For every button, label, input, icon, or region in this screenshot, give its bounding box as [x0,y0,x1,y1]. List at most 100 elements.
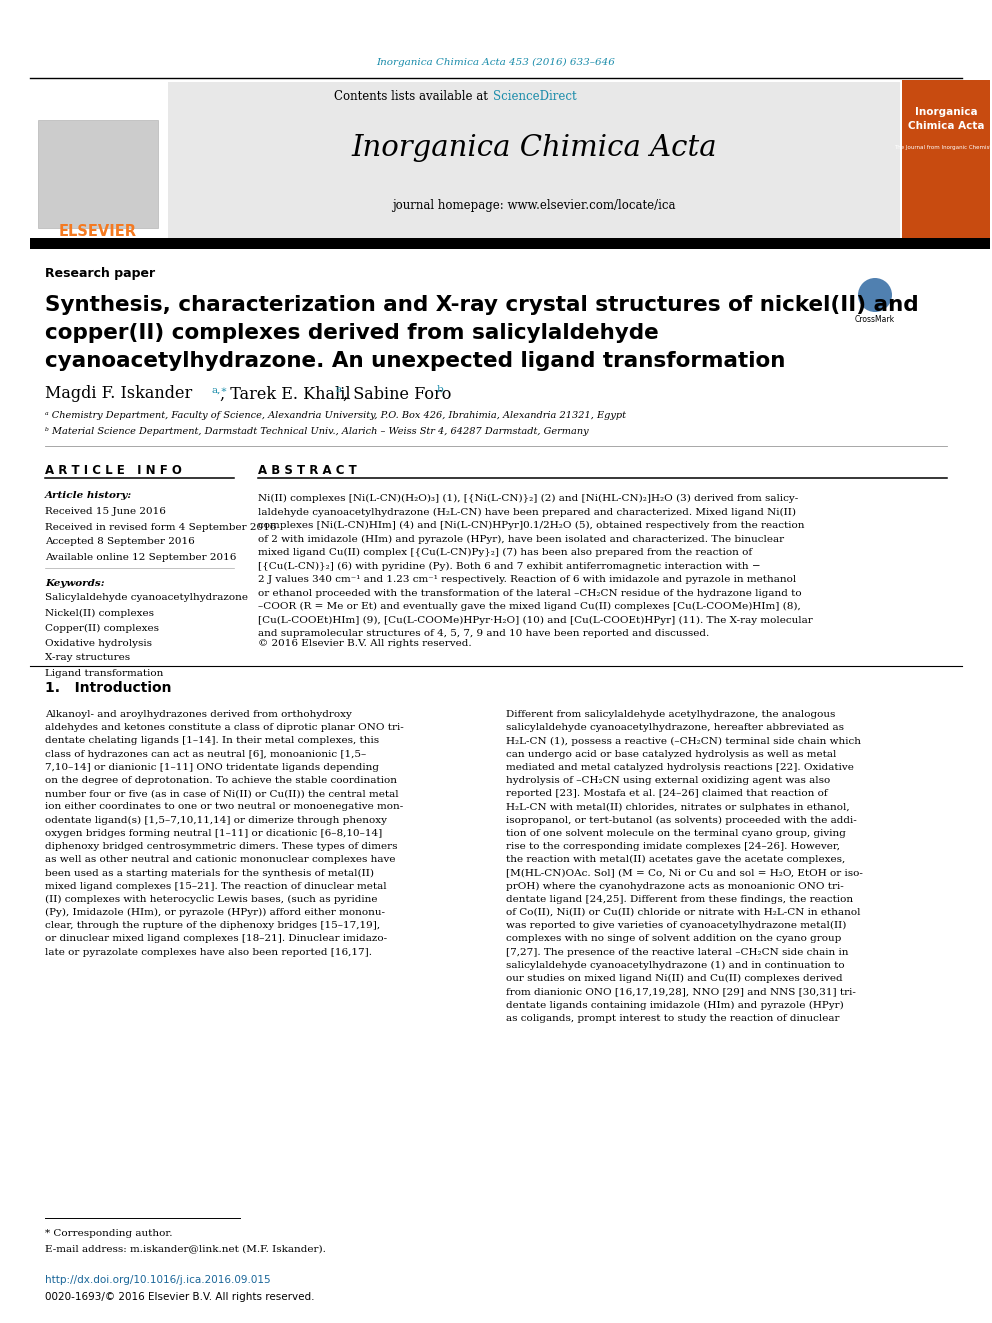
Text: ᵃ Chemistry Department, Faculty of Science, Alexandria University, P.O. Box 426,: ᵃ Chemistry Department, Faculty of Scien… [45,411,626,421]
Text: complexes with no singe of solvent addition on the cyano group: complexes with no singe of solvent addit… [506,934,841,943]
Text: was reported to give varieties of cyanoacetylhydrazone metal(II): was reported to give varieties of cyanoa… [506,921,846,930]
Text: Salicylaldehyde cyanoacetylhydrazone: Salicylaldehyde cyanoacetylhydrazone [45,594,248,602]
Text: b: b [437,385,443,394]
Text: tion of one solvent molecule on the terminal cyano group, giving: tion of one solvent molecule on the term… [506,828,846,837]
Text: laldehyde cyanoacetylhydrazone (H₂L-CN) have been prepared and characterized. Mi: laldehyde cyanoacetylhydrazone (H₂L-CN) … [258,508,796,516]
Bar [902,79,990,238]
Text: Accepted 8 September 2016: Accepted 8 September 2016 [45,537,194,546]
Text: Ni(II) complexes [Ni(L-CN)(H₂O)₃] (1), [{Ni(L-CN)}₂] (2) and [Ni(HL-CN)₂]H₂O (3): Ni(II) complexes [Ni(L-CN)(H₂O)₃] (1), [… [258,493,799,503]
Text: Research paper: Research paper [45,267,155,280]
Text: of 2 with imidazole (HIm) and pyrazole (HPyr), have been isolated and characteri: of 2 with imidazole (HIm) and pyrazole (… [258,534,784,544]
Text: hydrolysis of –CH₂CN using external oxidizing agent was also: hydrolysis of –CH₂CN using external oxid… [506,777,830,785]
Text: H₂L-CN (1), possess a reactive (–CH₂CN) terminal side chain which: H₂L-CN (1), possess a reactive (–CH₂CN) … [506,737,861,746]
Text: Oxidative hydrolysis: Oxidative hydrolysis [45,639,152,647]
Text: rise to the corresponding imidate complexes [24–26]. However,: rise to the corresponding imidate comple… [506,841,840,851]
Text: dentate ligand [24,25]. Different from these findings, the reaction: dentate ligand [24,25]. Different from t… [506,894,853,904]
Text: A B S T R A C T: A B S T R A C T [258,463,357,476]
Text: CrossMark: CrossMark [855,315,895,324]
Text: H₂L-CN with metal(II) chlorides, nitrates or sulphates in ethanol,: H₂L-CN with metal(II) chlorides, nitrate… [506,803,849,811]
Text: complexes [Ni(L-CN)HIm] (4) and [Ni(L-CN)HPyr]0.1/2H₂O (5), obtained respectivel: complexes [Ni(L-CN)HIm] (4) and [Ni(L-CN… [258,521,805,531]
Text: Contents lists available at: Contents lists available at [334,90,492,102]
Text: ScienceDirect: ScienceDirect [493,90,576,102]
Text: our studies on mixed ligand Ni(II) and Cu(II) complexes derived: our studies on mixed ligand Ni(II) and C… [506,974,842,983]
Bar [168,82,900,239]
Text: X-ray structures: X-ray structures [45,654,130,663]
Text: aldehydes and ketones constitute a class of diprotic planar ONO tri-: aldehydes and ketones constitute a class… [45,724,404,732]
Text: class of hydrazones can act as neutral [6], monoanionic [1,5–: class of hydrazones can act as neutral [… [45,750,366,758]
Text: from dianionic ONO [16,17,19,28], NNO [29] and NNS [30,31] tri-: from dianionic ONO [16,17,19,28], NNO [2… [506,987,856,996]
Text: or dinuclear mixed ligand complexes [18–21]. Dinuclear imidazo-: or dinuclear mixed ligand complexes [18–… [45,934,387,943]
Circle shape [858,278,892,312]
Text: the reaction with metal(II) acetates gave the acetate complexes,: the reaction with metal(II) acetates gav… [506,855,845,864]
Text: –COOR (R = Me or Et) and eventually gave the mixed ligand Cu(II) complexes [Cu(L: –COOR (R = Me or Et) and eventually gave… [258,602,801,611]
Text: or ethanol proceeded with the transformation of the lateral –CH₂CN residue of th: or ethanol proceeded with the transforma… [258,589,802,598]
Text: late or pyrazolate complexes have also been reported [16,17].: late or pyrazolate complexes have also b… [45,947,372,957]
Text: Available online 12 September 2016: Available online 12 September 2016 [45,553,236,561]
Text: odentate ligand(s) [1,5–7,10,11,14] or dimerize through phenoxy: odentate ligand(s) [1,5–7,10,11,14] or d… [45,815,387,824]
Text: diphenoxy bridged centrosymmetric dimers. These types of dimers: diphenoxy bridged centrosymmetric dimers… [45,841,398,851]
Text: journal homepage: www.elsevier.com/locate/ica: journal homepage: www.elsevier.com/locat… [392,200,676,213]
Text: [M(HL-CN)OAc. Sol] (M = Co, Ni or Cu and sol = H₂O, EtOH or iso-: [M(HL-CN)OAc. Sol] (M = Co, Ni or Cu and… [506,868,863,877]
Text: ᵇ Material Science Department, Darmstadt Technical Univ., Alarich – Weiss Str 4,: ᵇ Material Science Department, Darmstadt… [45,427,588,437]
Text: Inorganica Chimica Acta: Inorganica Chimica Acta [351,134,717,161]
Text: Ligand transformation: Ligand transformation [45,668,164,677]
Text: Inorganica: Inorganica [915,107,977,116]
Text: salicylaldehyde cyanoacetylhydrazone (1) and in continuation to: salicylaldehyde cyanoacetylhydrazone (1)… [506,960,844,970]
Text: ion either coordinates to one or two neutral or monoenegative mon-: ion either coordinates to one or two neu… [45,803,404,811]
Text: (Py), Imidazole (HIm), or pyrazole (HPyr)) afford either mononu-: (Py), Imidazole (HIm), or pyrazole (HPyr… [45,908,385,917]
Text: The Journal from Inorganic Chemistry: The Journal from Inorganic Chemistry [895,146,992,151]
Text: clear, through the rupture of the diphenoxy bridges [15–17,19],: clear, through the rupture of the diphen… [45,921,380,930]
Text: 0020-1693/© 2016 Elsevier B.V. All rights reserved.: 0020-1693/© 2016 Elsevier B.V. All right… [45,1293,314,1302]
Text: (II) complexes with heterocyclic Lewis bases, (such as pyridine: (II) complexes with heterocyclic Lewis b… [45,894,378,904]
Bar [30,238,990,249]
Text: * Corresponding author.: * Corresponding author. [45,1229,173,1238]
Text: dentate ligands containing imidazole (HIm) and pyrazole (HPyr): dentate ligands containing imidazole (HI… [506,1000,844,1009]
Text: copper(II) complexes derived from salicylaldehyde: copper(II) complexes derived from salicy… [45,323,659,343]
Text: oxygen bridges forming neutral [1–11] or dicationic [6–8,10–14]: oxygen bridges forming neutral [1–11] or… [45,828,382,837]
Text: [7,27]. The presence of the reactive lateral –CH₂CN side chain in: [7,27]. The presence of the reactive lat… [506,947,848,957]
Text: 1.   Introduction: 1. Introduction [45,681,172,695]
Text: Magdi F. Iskander: Magdi F. Iskander [45,385,192,402]
Text: ELSEVIER: ELSEVIER [59,225,137,239]
Text: as well as other neutral and cationic mononuclear complexes have: as well as other neutral and cationic mo… [45,855,396,864]
Text: , Sabine Foro: , Sabine Foro [343,385,451,402]
Text: Keywords:: Keywords: [45,578,104,587]
Text: Received 15 June 2016: Received 15 June 2016 [45,508,166,516]
Bar [30,82,168,239]
Text: mediated and metal catalyzed hydrolysis reactions [22]. Oxidative: mediated and metal catalyzed hydrolysis … [506,763,854,771]
Text: isopropanol, or tert-butanol (as solvents) proceeded with the addi-: isopropanol, or tert-butanol (as solvent… [506,815,857,824]
Text: of Co(II), Ni(II) or Cu(II) chloride or nitrate with H₂L-CN in ethanol: of Co(II), Ni(II) or Cu(II) chloride or … [506,908,860,917]
Text: a,∗: a,∗ [212,385,228,394]
Text: 7,10–14] or dianionic [1–11] ONO tridentate ligands depending: 7,10–14] or dianionic [1–11] ONO trident… [45,763,379,771]
Text: Chimica Acta: Chimica Acta [908,120,984,131]
Text: A R T I C L E   I N F O: A R T I C L E I N F O [45,463,182,476]
Text: [Cu(L-COOEt)HIm] (9), [Cu(L-COOMe)HPyr·H₂O] (10) and [Cu(L-COOEt)HPyr] (11). The: [Cu(L-COOEt)HIm] (9), [Cu(L-COOMe)HPyr·H… [258,615,812,624]
Text: Synthesis, characterization and X-ray crystal structures of nickel(II) and: Synthesis, characterization and X-ray cr… [45,295,919,315]
Text: E-mail address: m.iskander@link.net (M.F. Iskander).: E-mail address: m.iskander@link.net (M.F… [45,1245,326,1253]
Text: 2 J values 340 cm⁻¹ and 1.23 cm⁻¹ respectively. Reaction of 6 with imidazole and: 2 J values 340 cm⁻¹ and 1.23 cm⁻¹ respec… [258,576,797,583]
Text: © 2016 Elsevier B.V. All rights reserved.: © 2016 Elsevier B.V. All rights reserved… [258,639,471,648]
Text: reported [23]. Mostafa et al. [24–26] claimed that reaction of: reported [23]. Mostafa et al. [24–26] cl… [506,790,827,798]
Text: and supramolecular structures of 4, 5, 7, 9 and 10 have been reported and discus: and supramolecular structures of 4, 5, 7… [258,628,709,638]
Text: Received in revised form 4 September 2016: Received in revised form 4 September 201… [45,523,277,532]
Text: number four or five (as in case of Ni(II) or Cu(II)) the central metal: number four or five (as in case of Ni(II… [45,790,399,798]
Text: mixed ligand Cu(II) complex [{Cu(L-CN)Py}₂] (7) has been also prepared from the : mixed ligand Cu(II) complex [{Cu(L-CN)Py… [258,548,752,557]
Text: Article history:: Article history: [45,492,132,500]
Text: Alkanoyl- and aroylhydrazones derived from orthohydroxy: Alkanoyl- and aroylhydrazones derived fr… [45,710,352,718]
Text: Inorganica Chimica Acta 453 (2016) 633–646: Inorganica Chimica Acta 453 (2016) 633–6… [377,57,615,66]
Text: mixed ligand complexes [15–21]. The reaction of dinuclear metal: mixed ligand complexes [15–21]. The reac… [45,881,387,890]
Text: on the degree of deprotonation. To achieve the stable coordination: on the degree of deprotonation. To achie… [45,777,397,785]
Bar [38,120,158,228]
Text: can undergo acid or base catalyzed hydrolysis as well as metal: can undergo acid or base catalyzed hydro… [506,750,836,758]
Text: Different from salicylaldehyde acetylhydrazone, the analogous: Different from salicylaldehyde acetylhyd… [506,710,835,718]
Text: cyanoacetylhydrazone. An unexpected ligand transformation: cyanoacetylhydrazone. An unexpected liga… [45,351,786,370]
Text: [{Cu(L-CN)}₂] (6) with pyridine (Py). Both 6 and 7 exhibit antiferromagnetic int: [{Cu(L-CN)}₂] (6) with pyridine (Py). Bo… [258,561,761,570]
Text: as coligands, prompt interest to study the reaction of dinuclear: as coligands, prompt interest to study t… [506,1013,839,1023]
Text: prOH) where the cyanohydrazone acts as monoanionic ONO tri-: prOH) where the cyanohydrazone acts as m… [506,881,844,890]
Text: Copper(II) complexes: Copper(II) complexes [45,623,159,632]
Text: salicylaldehyde cyanoacetylhydrazone, hereafter abbreviated as: salicylaldehyde cyanoacetylhydrazone, he… [506,724,844,732]
Text: Nickel(II) complexes: Nickel(II) complexes [45,609,154,618]
Text: , Tarek E. Khalil: , Tarek E. Khalil [220,385,350,402]
Text: http://dx.doi.org/10.1016/j.ica.2016.09.015: http://dx.doi.org/10.1016/j.ica.2016.09.… [45,1275,271,1285]
Text: dentate chelating ligands [1–14]. In their metal complexes, this: dentate chelating ligands [1–14]. In the… [45,737,379,745]
